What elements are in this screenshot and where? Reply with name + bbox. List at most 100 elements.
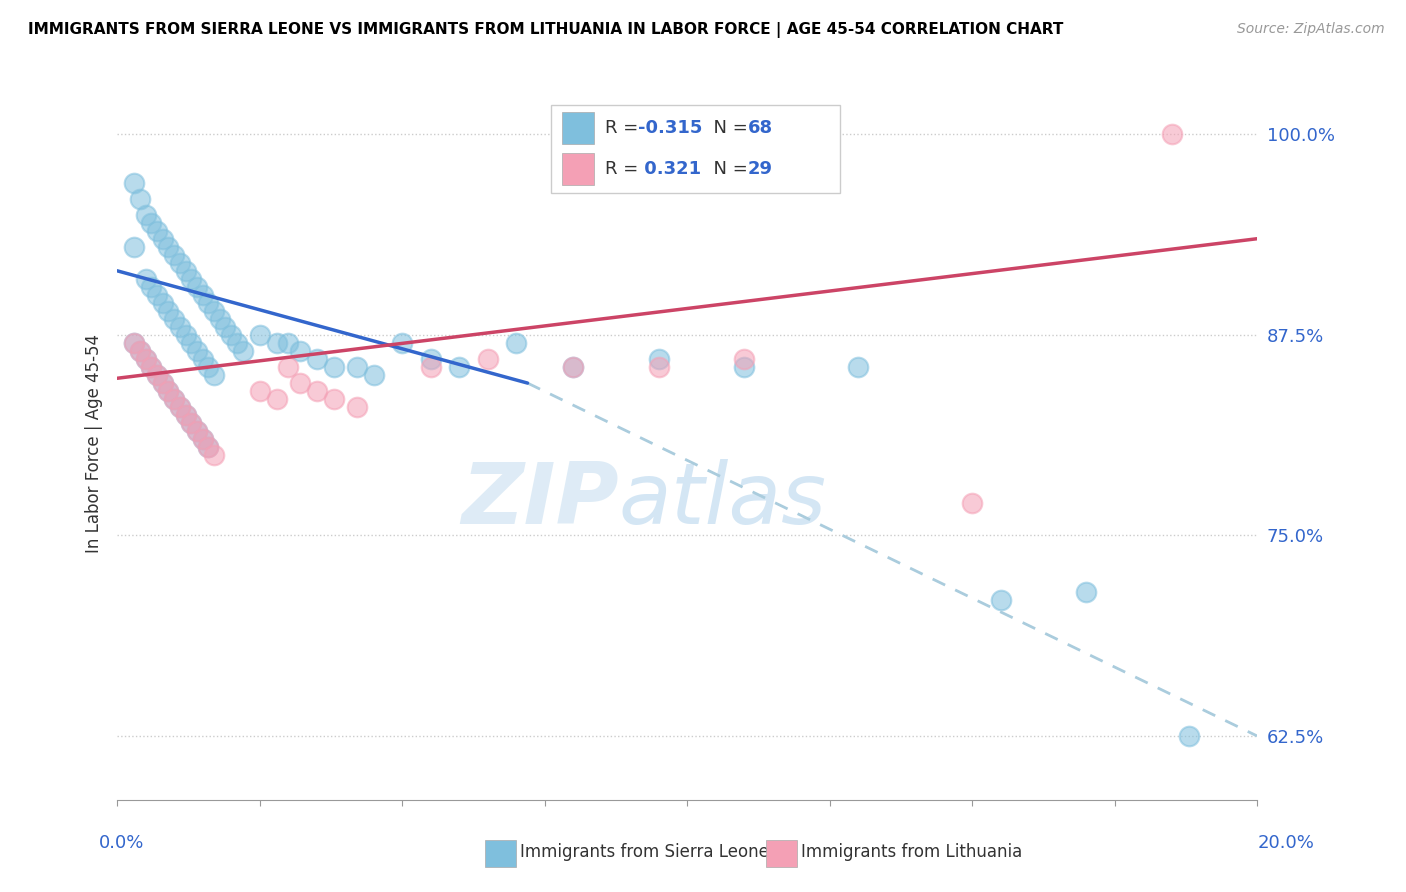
Point [197, 359, 219, 374]
Text: R =: R = [605, 160, 644, 178]
Point [157, 240, 180, 254]
Point [208, 312, 231, 326]
Point [169, 320, 191, 334]
Point [163, 312, 186, 326]
Point [191, 432, 214, 446]
Point [157, 304, 180, 318]
Text: Immigrants from Sierra Leone: Immigrants from Sierra Leone [520, 843, 769, 861]
Point [322, 359, 344, 374]
Point [288, 343, 311, 358]
Point [174, 328, 197, 343]
Text: IMMIGRANTS FROM SIERRA LEONE VS IMMIGRANTS FROM LITHUANIA IN LABOR FORCE | AGE 4: IMMIGRANTS FROM SIERRA LEONE VS IMMIGRAN… [28, 22, 1063, 38]
Point [186, 424, 208, 438]
Point [169, 400, 191, 414]
Point [1160, 128, 1182, 142]
Point [169, 256, 191, 270]
Point [225, 336, 247, 351]
Point [186, 343, 208, 358]
Point [174, 264, 197, 278]
Point [180, 272, 202, 286]
Point [197, 296, 219, 310]
Point [449, 359, 471, 374]
Text: 20.0%: 20.0% [1258, 834, 1315, 852]
Text: ZIP: ZIP [461, 458, 619, 541]
Point [186, 280, 208, 294]
Point [419, 359, 441, 374]
Point [477, 351, 499, 366]
Text: 29: 29 [748, 160, 772, 178]
Point [214, 320, 236, 334]
Point [419, 351, 441, 366]
Point [146, 288, 169, 302]
Point [266, 392, 288, 406]
Point [180, 416, 202, 430]
Point [1177, 729, 1199, 743]
Point [191, 351, 214, 366]
Point [197, 440, 219, 454]
Text: N =: N = [702, 160, 754, 178]
Point [846, 359, 869, 374]
Point [146, 368, 169, 382]
Point [146, 224, 169, 238]
Point [277, 336, 299, 351]
Y-axis label: In Labor Force | Age 45-54: In Labor Force | Age 45-54 [86, 334, 103, 553]
Point [322, 392, 344, 406]
Point [124, 336, 146, 351]
Point [305, 384, 328, 398]
Point [197, 440, 219, 454]
Point [141, 280, 163, 294]
Point [191, 288, 214, 302]
Point [202, 448, 225, 462]
Point [146, 368, 169, 382]
Point [129, 343, 152, 358]
Point [562, 359, 585, 374]
Point [202, 304, 225, 318]
Point [157, 384, 180, 398]
Point [124, 240, 146, 254]
Point [141, 216, 163, 230]
Point [141, 359, 163, 374]
Point [346, 359, 368, 374]
Point [219, 328, 242, 343]
Point [562, 359, 585, 374]
Point [1074, 584, 1097, 599]
Point [266, 336, 288, 351]
Point [157, 384, 180, 398]
Point [169, 400, 191, 414]
Point [249, 384, 271, 398]
Point [152, 376, 174, 390]
Point [135, 351, 157, 366]
Text: -0.315: -0.315 [638, 119, 703, 136]
Point [152, 232, 174, 246]
Point [277, 359, 299, 374]
Text: 0.0%: 0.0% [98, 834, 143, 852]
Point [135, 351, 157, 366]
Point [163, 392, 186, 406]
Point [391, 336, 413, 351]
Text: atlas: atlas [619, 458, 827, 541]
Point [191, 432, 214, 446]
Text: N =: N = [702, 119, 754, 136]
Text: 68: 68 [748, 119, 773, 136]
Point [733, 351, 755, 366]
Point [232, 343, 254, 358]
FancyBboxPatch shape [562, 112, 593, 144]
Point [180, 336, 202, 351]
Point [647, 351, 669, 366]
FancyBboxPatch shape [562, 153, 593, 185]
Point [186, 424, 208, 438]
Point [647, 359, 669, 374]
Point [733, 359, 755, 374]
Text: Source: ZipAtlas.com: Source: ZipAtlas.com [1237, 22, 1385, 37]
Point [163, 248, 186, 262]
Point [346, 400, 368, 414]
Point [174, 408, 197, 422]
Point [305, 351, 328, 366]
Point [141, 359, 163, 374]
Point [135, 272, 157, 286]
Point [180, 416, 202, 430]
Point [129, 192, 152, 206]
Point [505, 336, 527, 351]
Point [202, 368, 225, 382]
FancyBboxPatch shape [551, 105, 839, 193]
